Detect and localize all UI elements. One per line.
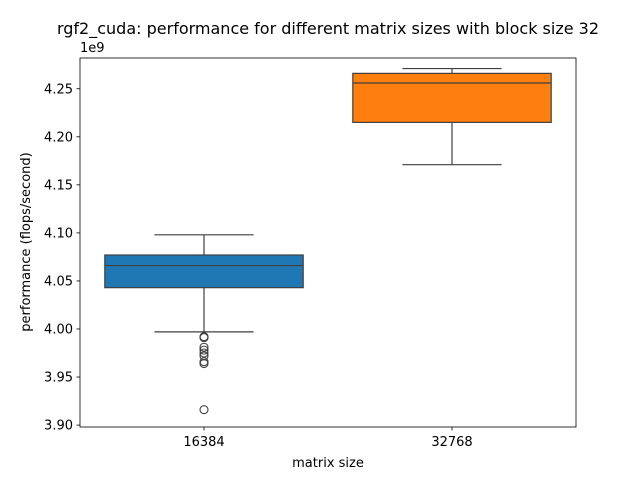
x-tick-label: 32768 bbox=[431, 435, 472, 450]
outlier-point bbox=[199, 333, 209, 343]
box-16384 bbox=[104, 234, 304, 415]
outlier-point bbox=[199, 348, 209, 358]
plot-frame bbox=[79, 57, 577, 428]
x-tick-label: 16384 bbox=[183, 435, 224, 450]
iqr-box bbox=[352, 72, 552, 123]
y-axis-label: performance (flops/second) bbox=[19, 152, 34, 331]
y-tick-label: 3.90 bbox=[44, 419, 73, 434]
iqr-box bbox=[104, 254, 304, 289]
y-axis-offset-label: 1e9 bbox=[80, 41, 105, 56]
outlier-point bbox=[199, 342, 209, 352]
outlier-point bbox=[199, 345, 209, 355]
y-tick-label: 4.05 bbox=[44, 274, 73, 289]
boxes-layer bbox=[104, 67, 552, 415]
y-tick-label: 4.20 bbox=[44, 130, 73, 145]
outlier-point bbox=[199, 357, 209, 367]
y-tick-label: 4.25 bbox=[44, 82, 73, 97]
y-tick-label: 3.95 bbox=[44, 371, 73, 386]
x-axis-ticks: 16384 32768 bbox=[183, 427, 473, 450]
chart-title: rgf2_cuda: performance for different mat… bbox=[57, 19, 599, 39]
x-axis-label: matrix size bbox=[292, 456, 364, 471]
y-tick-label: 4.00 bbox=[44, 322, 73, 337]
box-32768 bbox=[352, 67, 552, 166]
y-tick-label: 4.15 bbox=[44, 178, 73, 193]
outlier-point bbox=[199, 359, 209, 369]
outlier-point bbox=[199, 405, 209, 415]
y-tick-label: 4.10 bbox=[44, 226, 73, 241]
y-axis-ticks: 3.90 3.95 4.00 4.05 4.10 4.15 4.20 4.25 bbox=[44, 82, 80, 434]
